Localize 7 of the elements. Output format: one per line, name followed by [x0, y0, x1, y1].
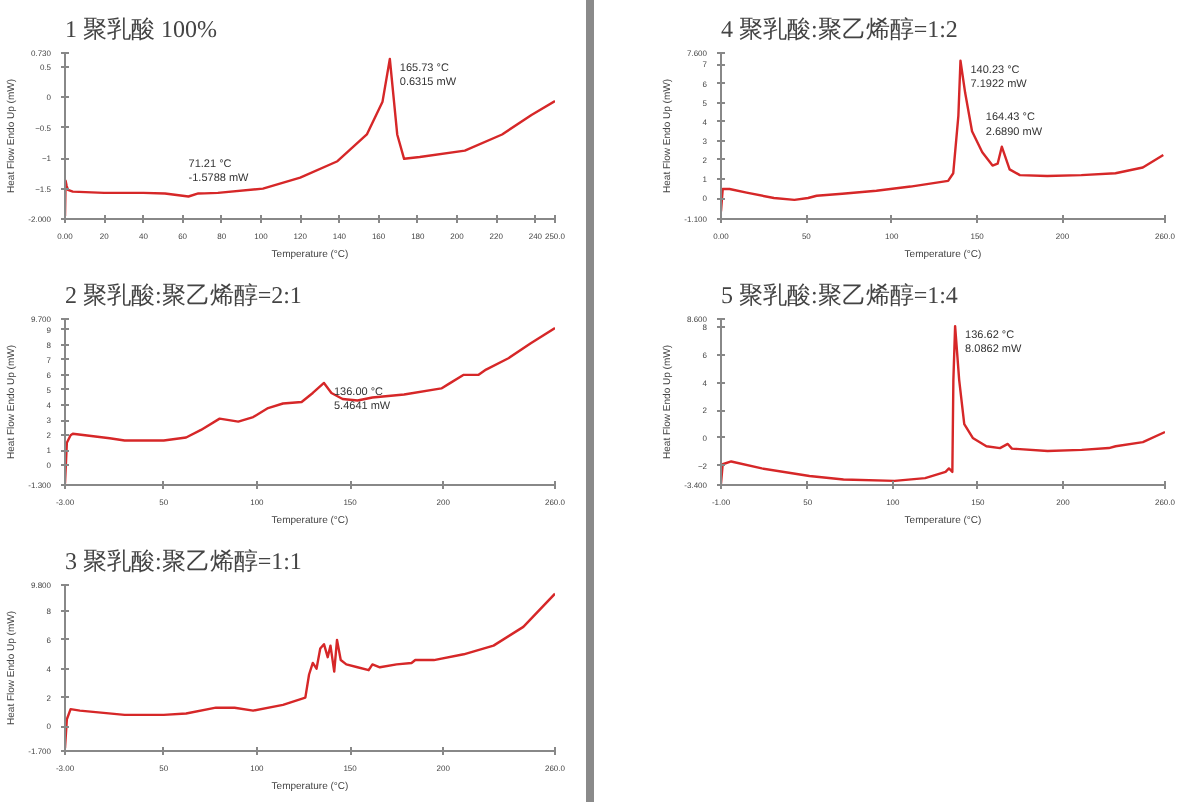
chart-title: 1 聚乳酸 100%	[65, 15, 217, 43]
chart-title: 3 聚乳酸:聚乙烯醇=1:1	[65, 547, 302, 575]
chart-title: 2 聚乳酸:聚乙烯醇=2:1	[65, 281, 302, 309]
chart-title: 4 聚乳酸:聚乙烯醇=1:2	[721, 15, 958, 43]
line-series	[721, 324, 1165, 485]
chart-title: 5 聚乳酸:聚乙烯醇=1:4	[721, 281, 958, 309]
line-series	[721, 59, 1165, 213]
